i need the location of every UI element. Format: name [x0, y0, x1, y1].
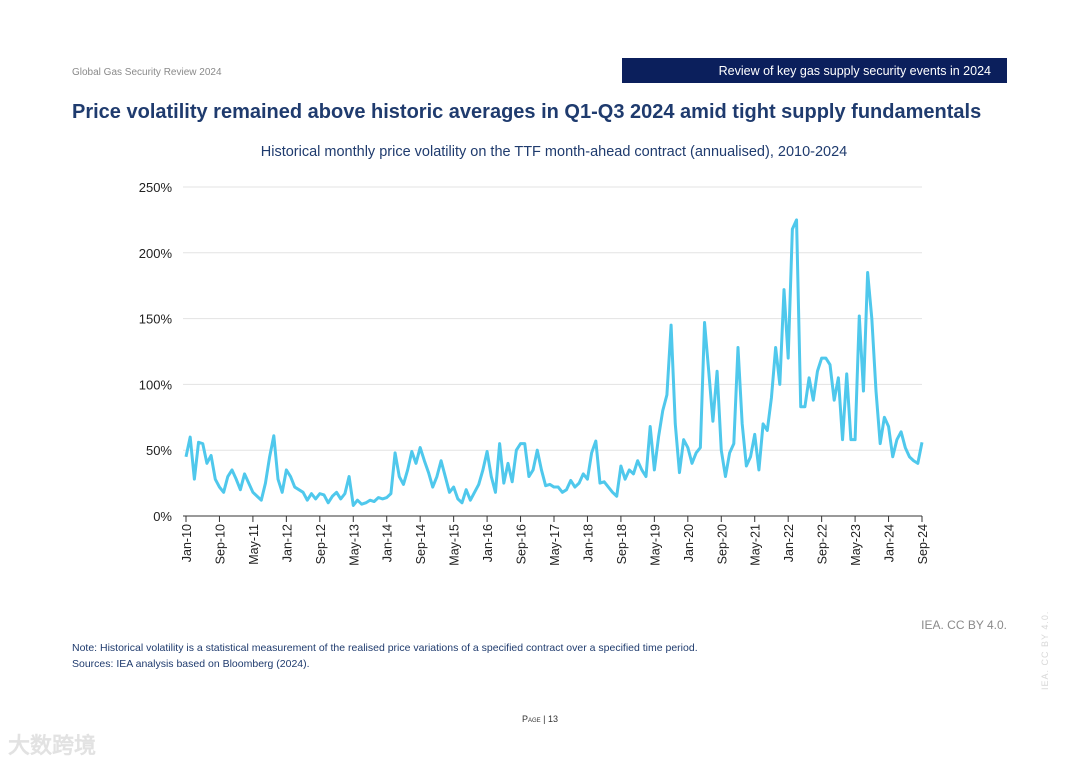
chart-title: Historical monthly price volatility on t… [260, 144, 848, 160]
report-name: Global Gas Security Review 2024 [72, 67, 222, 78]
x-tick-label: May-11 [247, 524, 261, 565]
x-tick-label: Jan-16 [481, 524, 495, 562]
x-tick-label: May-23 [849, 524, 863, 566]
x-tick-label: Sep-22 [816, 524, 830, 564]
x-tick-label: Sep-12 [314, 524, 328, 564]
x-tick-label: May-17 [548, 524, 562, 566]
x-tick-label: Jan-22 [782, 524, 796, 562]
watermark-logo: 大数跨境 [8, 733, 97, 758]
y-tick-label: 250% [139, 180, 173, 195]
sources-text: Sources: IEA analysis based on Bloomberg… [72, 658, 310, 670]
x-tick-label: Jan-10 [180, 524, 194, 562]
x-tick-label: Jan-20 [682, 524, 696, 562]
x-tick-label: Jan-14 [381, 524, 395, 562]
y-tick-label: 200% [139, 246, 173, 261]
x-tick-label: Sep-20 [715, 524, 729, 564]
y-tick-label: 150% [139, 312, 173, 327]
x-tick-label: Sep-10 [213, 524, 227, 564]
x-tick-label: Jan-18 [581, 524, 595, 562]
y-tick-label: 100% [139, 377, 173, 392]
series-line [184, 218, 924, 507]
side-license: IEA. CC BY 4.0. [1040, 610, 1050, 690]
x-tick-label: Sep-24 [916, 524, 930, 564]
page-number: Page | 13 [521, 714, 559, 724]
section-banner: Review of key gas supply security events… [622, 58, 1007, 83]
x-tick-label: May-21 [749, 524, 763, 566]
x-tick-label: May-15 [448, 524, 462, 566]
chart-notes: Note: Historical volatility is a statist… [72, 640, 698, 672]
x-tick-label: Sep-16 [515, 524, 529, 564]
note-text: Note: Historical volatility is a statist… [72, 642, 698, 654]
x-tick-label: May-13 [347, 524, 361, 566]
x-tick-label: May-19 [648, 524, 662, 566]
x-tick-label: Jan-12 [280, 524, 294, 562]
page-title: Price volatility remained above historic… [72, 101, 982, 123]
y-tick-label: 50% [146, 443, 172, 458]
x-tick-label: Sep-18 [615, 524, 629, 564]
volatility-chart: 0% 50% 100% 150% 200% 250% Jan-10 Sep-10 May-11 J… [139, 180, 930, 566]
section-title: Review of key gas supply security events… [718, 63, 991, 78]
y-tick-label: 0% [153, 509, 172, 524]
x-tick-label: Sep-14 [414, 524, 428, 564]
credit: IEA. CC BY 4.0. [921, 618, 1007, 632]
x-tick-label: Jan-24 [883, 524, 897, 562]
